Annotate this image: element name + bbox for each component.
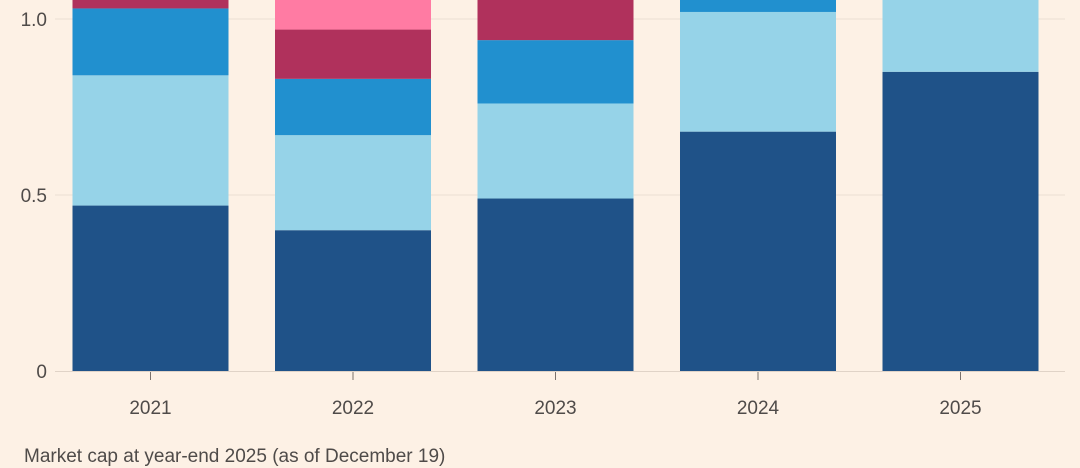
bar-2024-series-1 <box>680 131 836 371</box>
bar-2025-series-2 <box>882 0 1039 72</box>
y-tick-label: 0 <box>36 362 47 383</box>
x-tick-label: 2022 <box>332 398 374 419</box>
bar-2023-series-3 <box>477 40 634 104</box>
y-tick-label: 0.5 <box>21 186 47 207</box>
bar-2025-series-1 <box>882 71 1039 372</box>
chart-footnote: Market cap at year-end 2025 (as of Decem… <box>24 446 446 467</box>
bar-2022-series-1 <box>275 230 431 371</box>
bar-2022-series-5 <box>275 0 431 30</box>
x-tick-label: 2024 <box>737 398 780 419</box>
bar-2022-series-3 <box>275 78 431 136</box>
bar-2021-series-4 <box>72 0 229 9</box>
bar-2022-series-2 <box>275 135 431 231</box>
y-tick-label: 1.0 <box>21 10 47 31</box>
bar-2023-series-2 <box>477 103 634 199</box>
bars <box>72 0 1039 372</box>
y-axis-tick-labels: 00.51.01.52.0 <box>21 10 47 383</box>
bar-2024-series-2 <box>680 11 836 132</box>
bar-2021-series-3 <box>72 8 229 76</box>
bar-2023-series-4 <box>477 0 634 41</box>
bar-2022-series-4 <box>275 29 431 79</box>
x-tick-label: 2023 <box>534 398 576 419</box>
bar-2021-series-1 <box>72 205 229 371</box>
bar-2024-series-3 <box>680 0 836 12</box>
x-axis: 2021 2022 2023 2024 2025 <box>55 371 1065 419</box>
x-tick-label: 2025 <box>939 398 981 419</box>
bar-2023-series-1 <box>477 198 634 371</box>
x-tick-label: 2021 <box>129 398 171 419</box>
bar-2021-series-2 <box>72 75 229 206</box>
